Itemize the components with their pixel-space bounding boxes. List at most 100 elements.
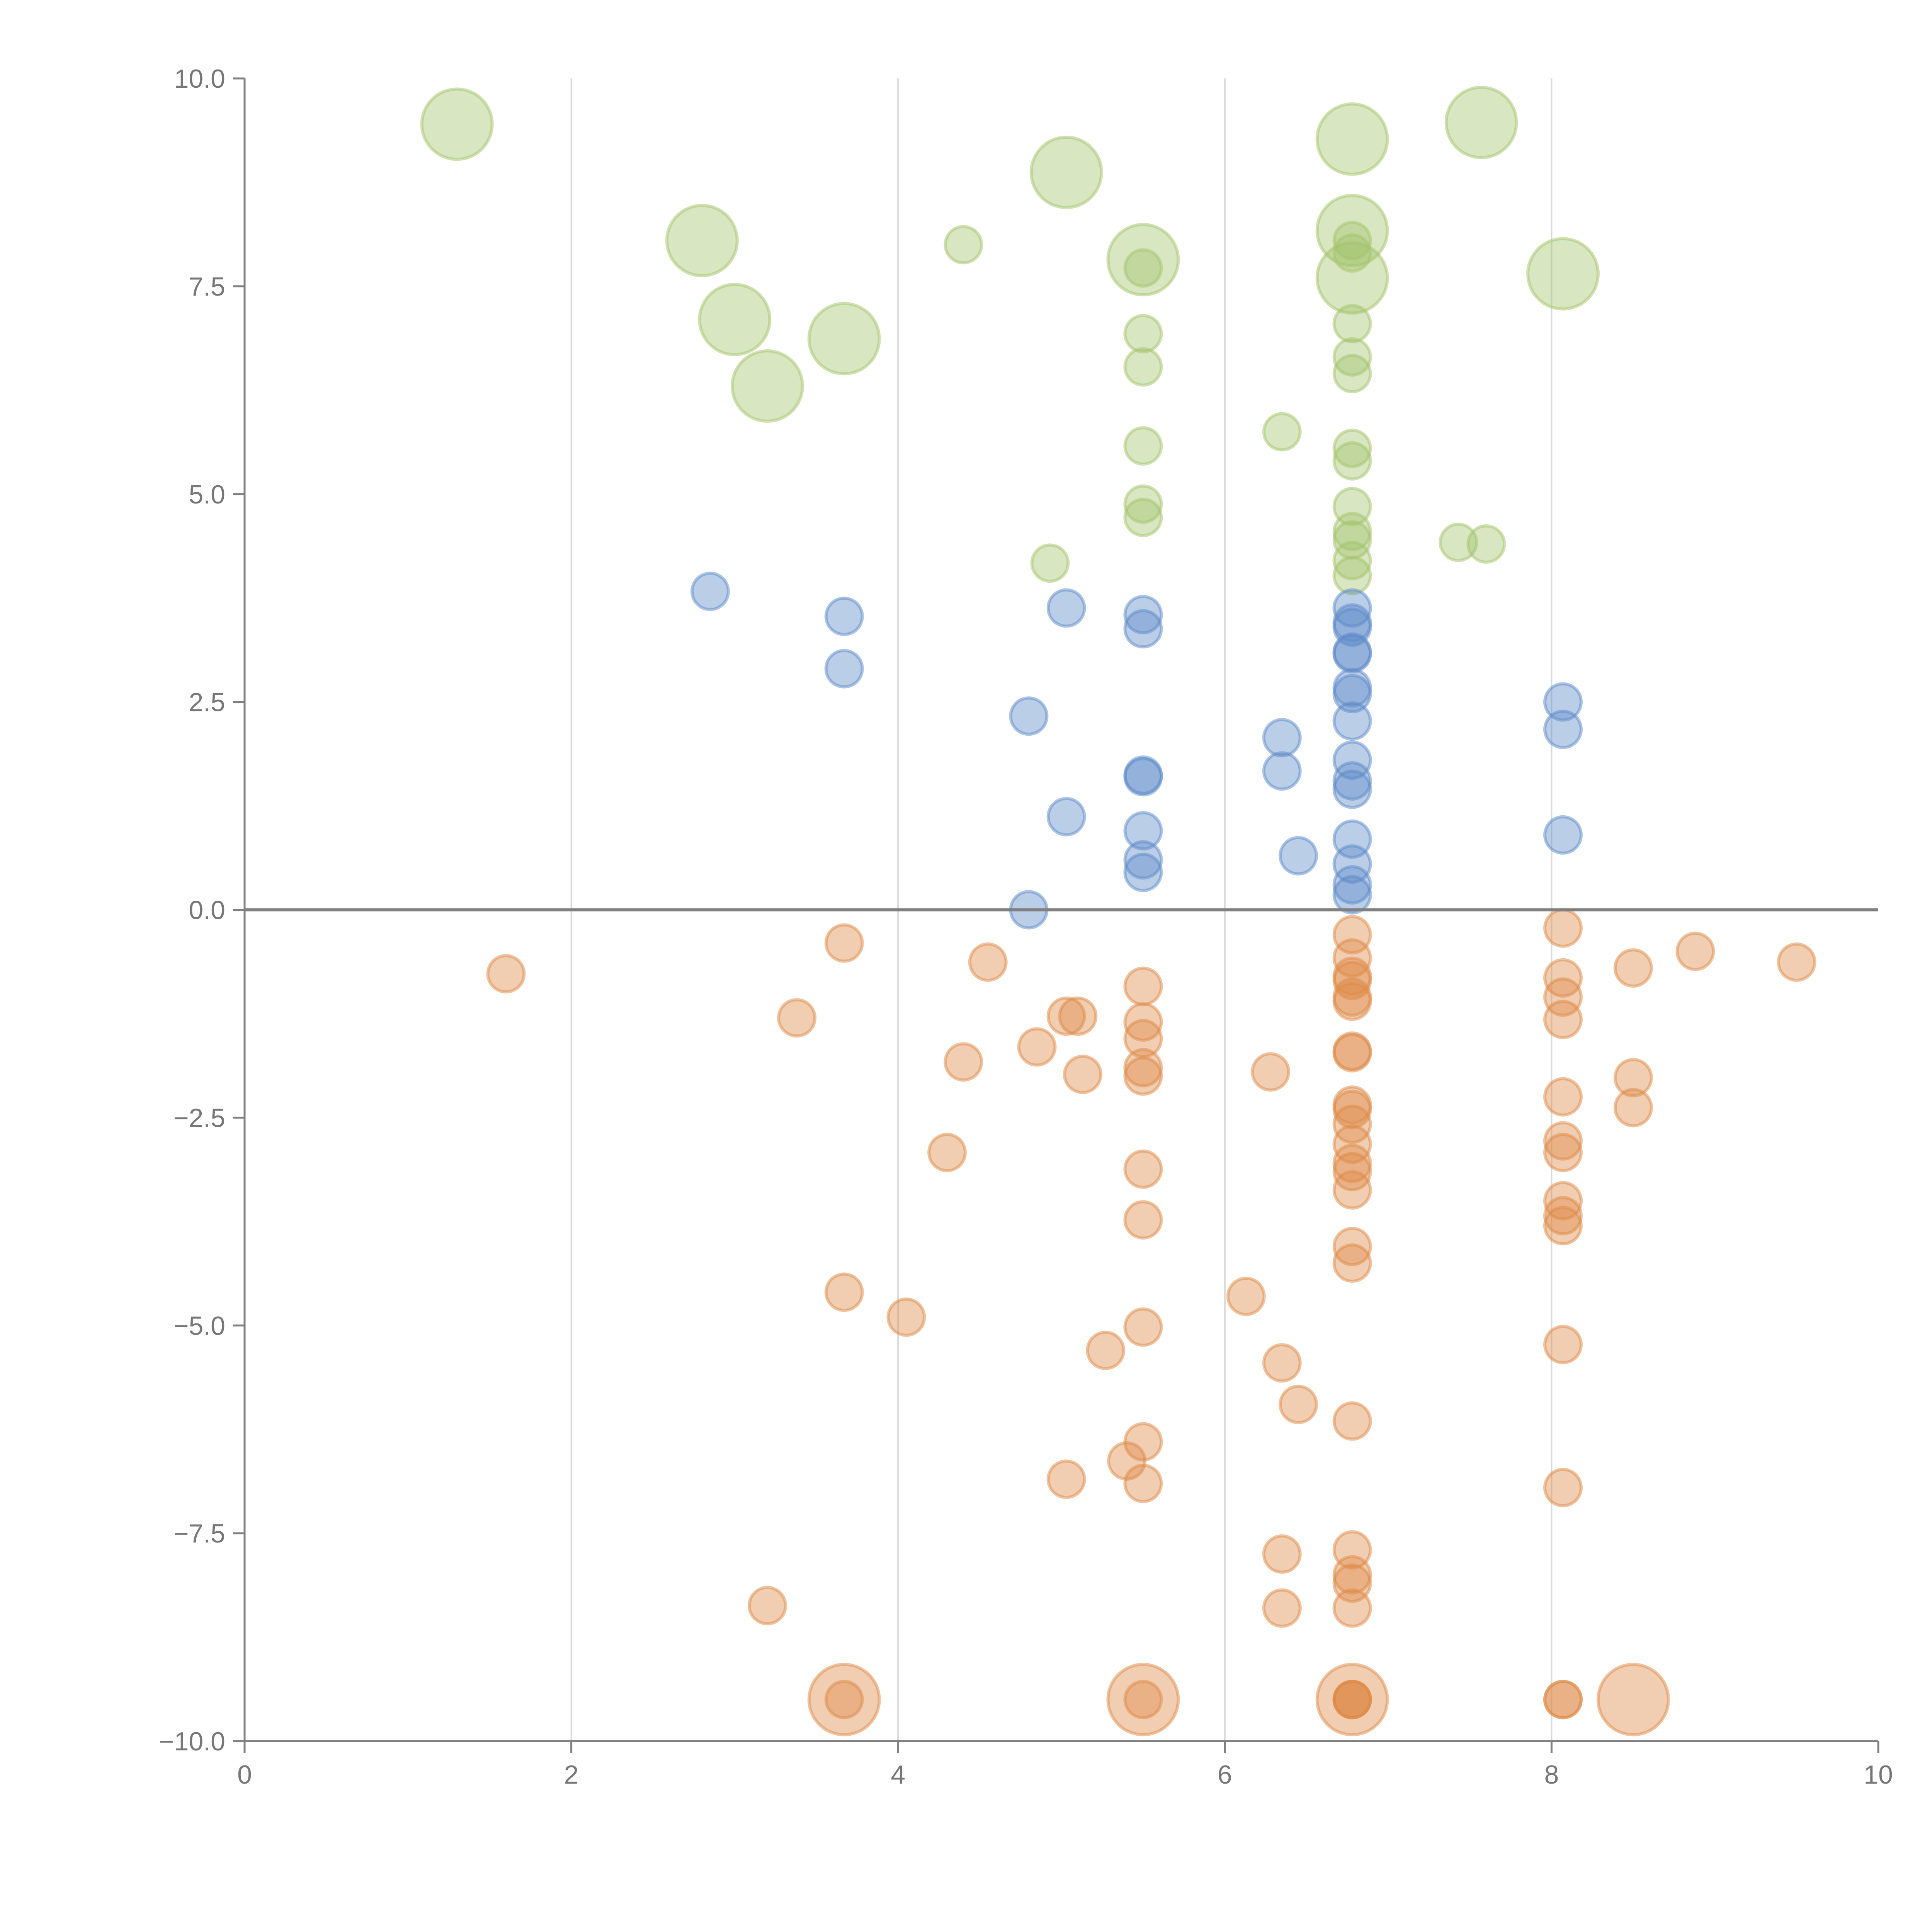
y-tick-label: −7.5 (173, 1519, 225, 1548)
orange-point (1543, 1325, 1583, 1364)
orange-point (927, 1133, 967, 1172)
orange-point (1332, 1401, 1372, 1441)
x-tick-label: 0 (237, 1760, 252, 1789)
green-point (420, 87, 494, 161)
orange-point (1543, 1121, 1583, 1161)
green-point (807, 302, 881, 376)
green-point (1332, 441, 1372, 481)
green-point (1123, 484, 1163, 524)
green-point (1123, 347, 1163, 387)
orange-point (944, 1042, 983, 1082)
orange-point (1675, 932, 1715, 971)
orange-point (1543, 1206, 1583, 1246)
axes: 0 2 4 6 8 10 10.0 7.5 5.0 2.5 0.0 −2.5 −5.0 −7.5 −10.0 (159, 64, 1893, 1789)
x-tick-label: 8 (1544, 1760, 1559, 1789)
green-point (1123, 314, 1163, 354)
blue-point (1332, 844, 1372, 884)
orange-point (1058, 996, 1098, 1036)
green-point (698, 282, 772, 356)
green-point (1123, 426, 1163, 466)
green-point (1332, 221, 1372, 260)
green-point (1444, 86, 1518, 160)
blue-point (1332, 674, 1372, 714)
blue-point (1332, 875, 1372, 915)
orange-point (1262, 1588, 1302, 1628)
y-tick-label: −5.0 (173, 1311, 225, 1340)
orange-point (1332, 1243, 1372, 1283)
orange-point (1543, 1000, 1583, 1039)
blue-point (824, 597, 864, 636)
orange-point (1279, 1384, 1318, 1424)
orange-point (1332, 1033, 1372, 1073)
green-point (1332, 541, 1372, 580)
blue-point (1543, 682, 1583, 722)
blue-point (1046, 797, 1086, 837)
orange-point (1123, 1680, 1163, 1719)
y-tick-label: −2.5 (173, 1103, 225, 1133)
orange-point (807, 1663, 881, 1736)
orange-point (1123, 1149, 1163, 1189)
blue-point (1123, 609, 1163, 649)
green-point (1439, 522, 1478, 562)
green-point (1123, 248, 1163, 288)
orange-point (1613, 948, 1653, 988)
orange-point (1123, 1200, 1163, 1240)
blue-point (1262, 718, 1302, 758)
blue-point (1009, 696, 1049, 736)
green-point (1332, 304, 1372, 344)
orange-point (1596, 1663, 1670, 1736)
green-point (1332, 556, 1372, 595)
x-tick-label: 6 (1218, 1760, 1232, 1789)
green-point (1029, 136, 1103, 209)
orange-point (1017, 1027, 1057, 1067)
orange-point (1086, 1330, 1126, 1370)
green-point (1332, 429, 1372, 468)
green-point (1466, 524, 1506, 564)
orange-point (486, 954, 526, 994)
green-point (1106, 223, 1180, 297)
y-tick-label: 7.5 (189, 272, 225, 301)
blue-point (824, 649, 864, 689)
blue-point (1332, 634, 1372, 673)
green-point (1123, 497, 1163, 537)
y-tick-label: 2.5 (189, 688, 225, 717)
orange-point (1613, 1058, 1653, 1098)
green-point (730, 349, 804, 423)
data-points (420, 86, 1816, 1736)
blue-point (1332, 769, 1372, 809)
orange-point (1106, 1663, 1180, 1736)
orange-point (1226, 1276, 1266, 1316)
orange-point (1543, 1196, 1583, 1236)
orange-point (1262, 1534, 1302, 1574)
orange-point (1332, 1588, 1372, 1628)
orange-point (1123, 966, 1163, 1006)
orange-point (777, 998, 817, 1038)
blue-point (1262, 751, 1302, 791)
orange-point (1063, 1054, 1102, 1094)
blue-point (1543, 709, 1583, 749)
blue-point (1332, 701, 1372, 741)
blue-point (1123, 811, 1163, 851)
blue-point (1123, 595, 1163, 634)
orange-point (1543, 908, 1583, 948)
blue-point (1123, 852, 1163, 892)
y-tick-label: 10.0 (174, 64, 225, 94)
orange-point (1332, 981, 1372, 1021)
green-point (944, 225, 983, 265)
green-point (1332, 354, 1372, 393)
green-point (1332, 233, 1372, 273)
y-tick-label: 0.0 (189, 896, 225, 925)
orange-point (747, 1586, 787, 1626)
blue-point (1543, 815, 1583, 855)
x-tick-label: 2 (564, 1760, 579, 1789)
orange-point (1315, 1663, 1389, 1736)
orange-point (1262, 1343, 1302, 1383)
orange-point (1046, 996, 1086, 1036)
orange-point (1543, 1680, 1583, 1719)
orange-point (1123, 1307, 1163, 1347)
green-point (1315, 102, 1389, 176)
orange-point (1123, 1464, 1163, 1503)
orange-point (1613, 1088, 1653, 1128)
orange-point (1123, 1056, 1163, 1096)
orange-point (1332, 1104, 1372, 1144)
